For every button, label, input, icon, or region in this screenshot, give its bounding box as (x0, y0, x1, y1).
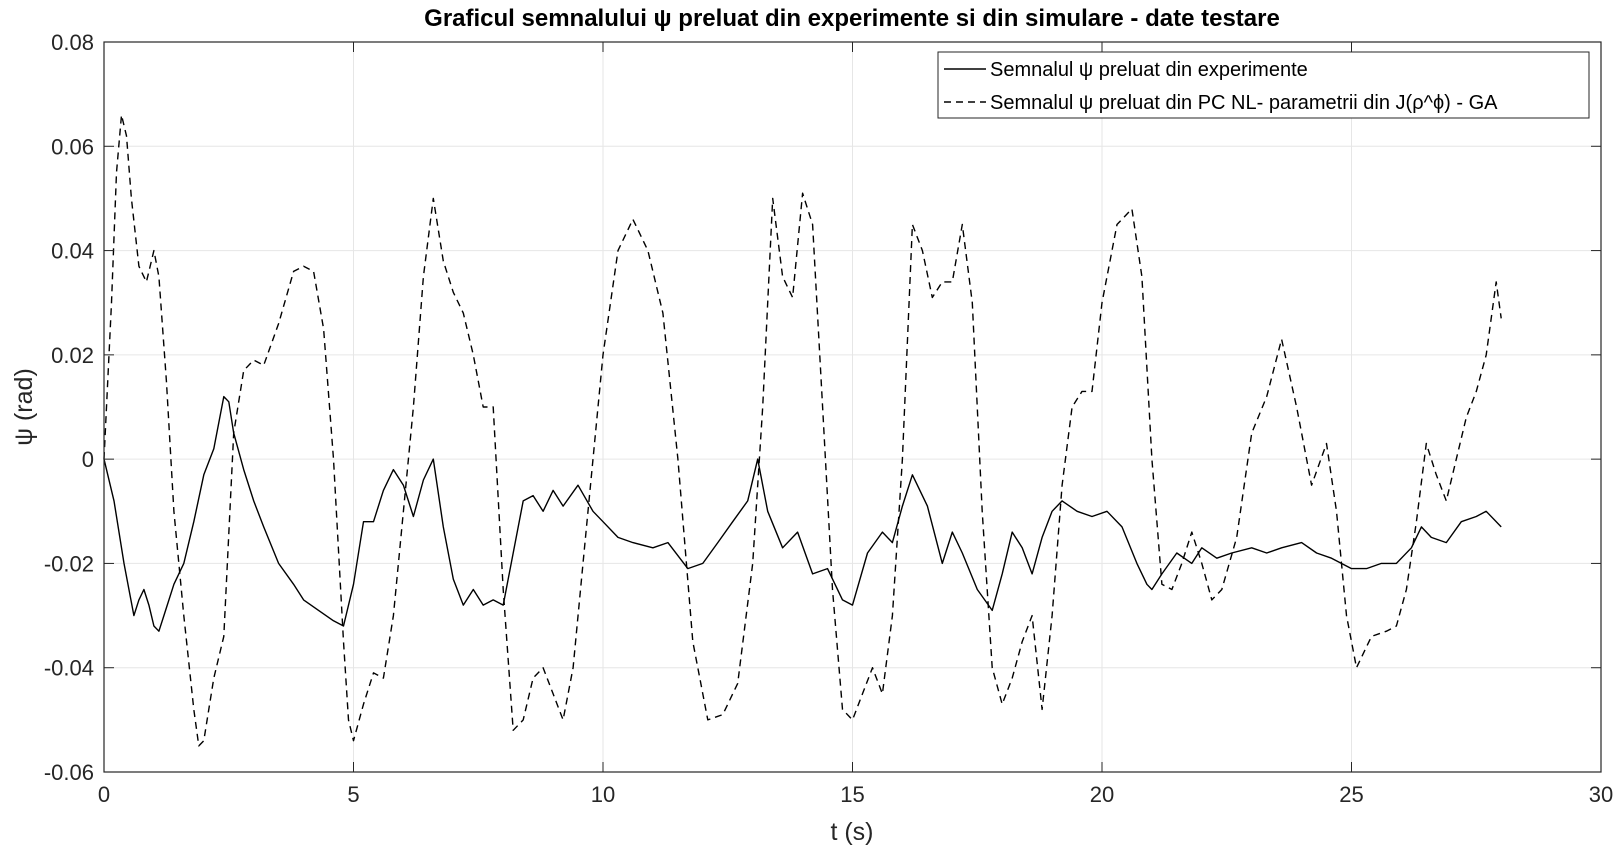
x-tick-label: 0 (98, 782, 110, 807)
y-tick-label: 0.06 (51, 134, 94, 159)
series-line-experimente (103, 395, 1502, 632)
x-tick-label: 20 (1090, 782, 1114, 807)
y-tick-label: -0.02 (44, 551, 94, 576)
y-tick-label: 0 (82, 447, 94, 472)
x-tick-label: 15 (840, 782, 864, 807)
y-tick-label: 0.08 (51, 30, 94, 55)
x-axis-label: t (s) (830, 818, 873, 846)
series-line-simulare (103, 114, 1502, 747)
legend: Semnalul ψ preluat din experimente Semna… (937, 51, 1590, 119)
y-axis-label: ψ (rad) (10, 368, 38, 446)
y-tick-label: 0.02 (51, 343, 94, 368)
y-tick-label: 0.04 (51, 239, 94, 264)
legend-entry-experimente: Semnalul ψ preluat din experimente (990, 59, 1308, 81)
legend-box (937, 51, 1590, 119)
y-tick-label: -0.06 (44, 760, 94, 785)
chart-title: Graficul semnalului ψ preluat din experi… (424, 5, 1280, 32)
tick-labels: 0 5 10 15 20 25 30 -0.06 -0.04 -0.02 0 0.02 0.04 0.06… (44, 30, 1613, 807)
ticks (103, 41, 1602, 773)
y-tick-label: -0.04 (44, 656, 94, 681)
legend-entry-simulare: Semnalul ψ preluat din PC NL- parametrii… (990, 92, 1498, 114)
x-tick-label: 25 (1339, 782, 1363, 807)
x-tick-label: 30 (1589, 782, 1613, 807)
x-tick-label: 5 (347, 782, 359, 807)
grid (103, 41, 1602, 773)
series-layer (103, 114, 1502, 747)
x-tick-label: 10 (591, 782, 615, 807)
